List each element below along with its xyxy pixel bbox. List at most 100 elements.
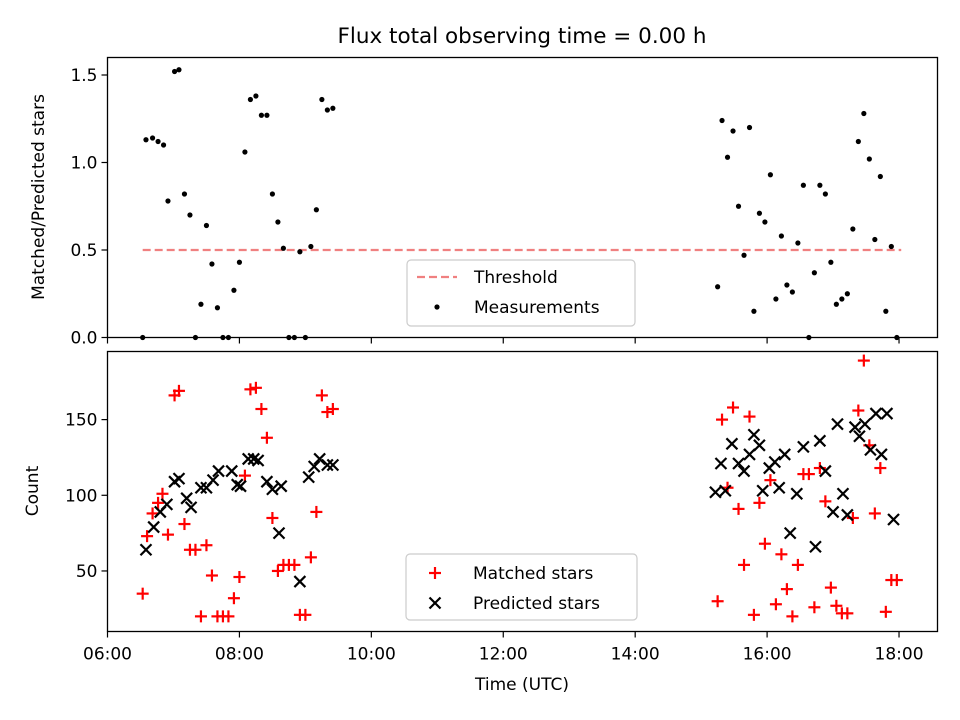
predicted-star-point-b xyxy=(831,417,844,431)
legend-predicted-swatch xyxy=(428,596,442,610)
predicted-star-point-b xyxy=(719,484,732,498)
predicted-star-point xyxy=(747,428,761,442)
matched-star-point xyxy=(743,410,756,423)
top-y-tick-label: 0.0 xyxy=(70,329,97,349)
predicted-star-point xyxy=(826,505,840,519)
predicted-star-point-b xyxy=(836,487,850,501)
predicted-star-point xyxy=(326,458,340,472)
predicted-star-point-b xyxy=(260,475,274,488)
measurement-point xyxy=(833,301,839,307)
measurement-point xyxy=(778,233,784,239)
matched-star-point xyxy=(758,537,771,550)
predicted-star-point-b xyxy=(251,454,265,467)
predicted-star-point-b xyxy=(709,485,722,499)
measurement-point xyxy=(773,296,779,302)
matched-star-point xyxy=(879,605,892,618)
predicted-star-point xyxy=(778,448,791,461)
predicted-star-point-b xyxy=(887,513,900,526)
predicted-star-point xyxy=(241,452,255,466)
legend-predicted-swatch-b xyxy=(428,596,442,610)
measurement-point xyxy=(313,207,319,213)
predicted-star-point xyxy=(841,508,854,522)
predicted-star-point xyxy=(184,501,198,514)
matched-star-point xyxy=(819,495,832,508)
predicted-star-point-b xyxy=(756,484,769,498)
predicted-star-point xyxy=(768,455,782,469)
measurement-point xyxy=(165,198,171,204)
predicted-star-point xyxy=(274,479,288,493)
predicted-star-point xyxy=(819,464,832,478)
predicted-star-point-b xyxy=(743,448,756,461)
matched-star-point xyxy=(874,462,887,475)
x-tick-label: 10:00 xyxy=(347,645,396,665)
predicted-star-point xyxy=(212,464,225,478)
measurement-point xyxy=(264,112,270,118)
measurement-point xyxy=(828,259,834,265)
predicted-star-point xyxy=(302,470,315,484)
measurement-point xyxy=(236,259,243,265)
predicted-star-point-b xyxy=(732,457,745,470)
matched-star-point xyxy=(255,403,268,416)
predicted-star-point xyxy=(880,407,894,420)
matched-star-point xyxy=(172,384,185,397)
measurement-point xyxy=(171,68,178,75)
matched-star-point xyxy=(786,610,799,623)
legend-frame xyxy=(406,259,636,327)
matched-star-point xyxy=(716,413,729,426)
predicted-star-point-b xyxy=(864,443,877,457)
matched-star-point xyxy=(200,539,213,552)
measurement-point xyxy=(877,173,883,180)
measurement-point xyxy=(214,305,221,311)
predicted-star-point-b xyxy=(313,452,326,466)
measurement-point xyxy=(715,284,721,290)
measurement-point xyxy=(746,124,753,131)
legend-frame xyxy=(405,553,638,621)
predicted-star-point xyxy=(772,481,786,494)
matched-star-point xyxy=(764,474,777,487)
figure-title: Flux total observing time = 0.00 h xyxy=(338,24,707,49)
predicted-star-point-b xyxy=(172,472,186,485)
measurement-point xyxy=(181,191,188,197)
predicted-star-point-b xyxy=(819,464,832,478)
top-y-tick-label: 0.5 xyxy=(70,241,97,261)
measurement-point xyxy=(330,105,336,111)
predicted-star-point xyxy=(743,448,756,461)
predicted-star-point-b xyxy=(725,437,739,451)
bottom-axes-frame xyxy=(106,350,939,633)
matched-star-point xyxy=(136,587,149,600)
predicted-star-point xyxy=(869,407,883,420)
predicted-star-point xyxy=(180,492,193,505)
matched-star-point xyxy=(141,530,154,543)
matched-star-point xyxy=(205,569,218,582)
predicted-star-point-b xyxy=(772,481,786,494)
x-tick-label: 08:00 xyxy=(215,645,264,665)
bottom-y-tick-label: 150 xyxy=(65,411,97,431)
top-y-tick-label: 1.5 xyxy=(70,66,97,86)
matched-star-point xyxy=(178,518,191,531)
predicted-star-point-b xyxy=(293,575,307,588)
matched-star-point xyxy=(227,592,240,605)
matched-star-point xyxy=(868,507,881,520)
matched-star-point xyxy=(161,528,174,541)
matched-star-point xyxy=(830,599,843,612)
matched-star-point xyxy=(824,581,837,594)
predicted-star-point-b xyxy=(858,417,872,431)
measurement-point xyxy=(844,291,850,297)
predicted-star-point xyxy=(234,479,247,493)
matched-star-point xyxy=(271,564,284,577)
predicted-star-point-b xyxy=(326,458,340,472)
measurement-point xyxy=(247,96,254,103)
matched-star-point xyxy=(738,558,751,571)
measurement-point xyxy=(242,149,248,155)
legend-threshold-label: Threshold xyxy=(473,268,558,288)
predicted-star-point-b xyxy=(160,498,174,511)
predicted-star-point xyxy=(230,478,244,491)
top-y-axis-label: Matched/Predicted stars xyxy=(29,94,49,300)
legend-matched-label: Matched stars xyxy=(473,564,593,584)
measurement-point xyxy=(735,203,742,209)
predicted-star-point xyxy=(293,575,307,588)
measurement-point xyxy=(789,289,795,295)
predicted-star-point-b xyxy=(809,540,822,554)
matched-star-point xyxy=(156,487,169,500)
